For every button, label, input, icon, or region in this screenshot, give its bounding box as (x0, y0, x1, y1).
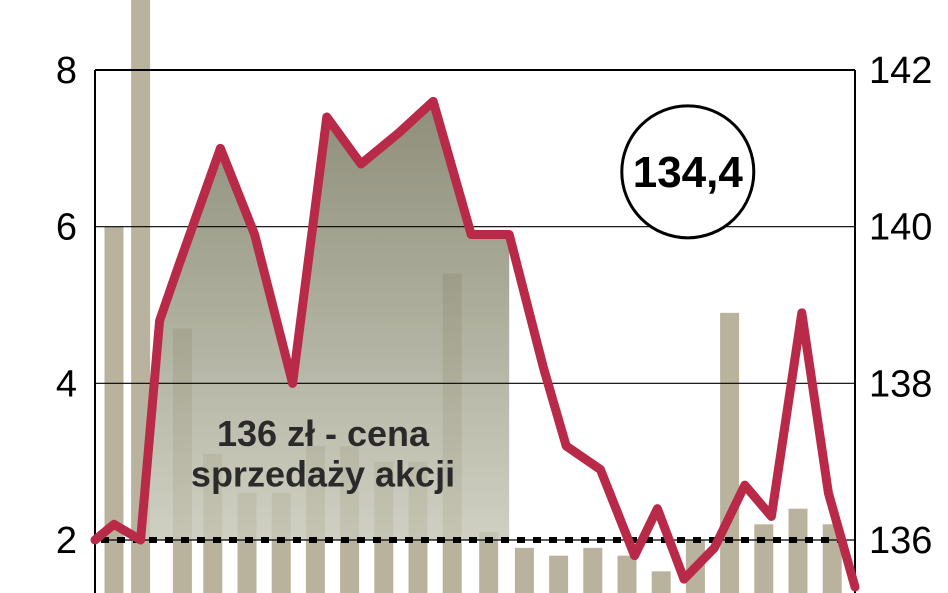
right-axis-tick: 142 (869, 50, 932, 92)
left-axis-tick: 8 (56, 50, 77, 92)
volume-bar (515, 548, 534, 593)
left-axis-tick: 4 (56, 363, 77, 405)
chart-container: 8 6 4 2 142 140 138 136 134,4 136 zł - cenasprzed… (0, 0, 948, 593)
volume-bar (583, 548, 602, 593)
right-axis-tick: 138 (869, 363, 932, 405)
volume-bar (618, 556, 637, 593)
annotation-line1: 136 zł - cena (217, 413, 430, 454)
volume-bar (789, 509, 808, 593)
volume-bar (754, 524, 773, 593)
volume-bar (652, 571, 671, 593)
chart-svg: 8 6 4 2 142 140 138 136 134,4 136 zł - cenasprzed… (0, 0, 948, 593)
volume-bar (549, 556, 568, 593)
left-axis-tick: 6 (56, 207, 77, 249)
left-axis-tick: 2 (56, 520, 77, 562)
callout-value: 134,4 (633, 148, 744, 197)
right-axis-tick: 140 (869, 207, 932, 249)
volume-bar (720, 313, 739, 593)
right-axis-tick: 136 (869, 520, 932, 562)
annotation-line2: sprzedaży akcji (191, 453, 455, 494)
